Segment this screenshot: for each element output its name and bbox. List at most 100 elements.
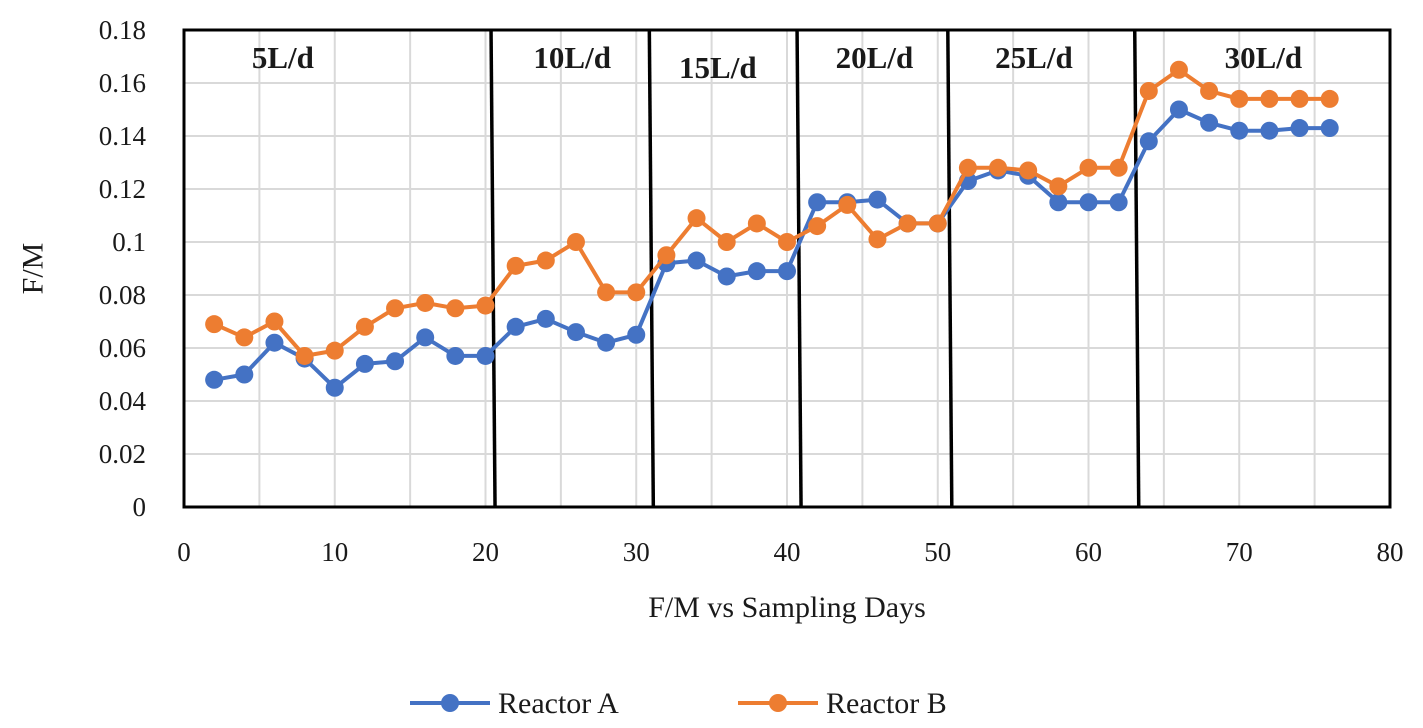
data-point bbox=[1290, 89, 1309, 108]
data-point bbox=[1109, 158, 1128, 177]
data-point bbox=[1320, 119, 1339, 138]
data-point bbox=[566, 323, 585, 342]
plot-area-border bbox=[182, 28, 1392, 509]
data-point bbox=[1320, 89, 1339, 108]
data-point bbox=[1290, 119, 1309, 138]
y-tick-label: 0.18 bbox=[99, 15, 146, 45]
data-point bbox=[1230, 89, 1249, 108]
data-point bbox=[205, 315, 224, 334]
data-point bbox=[778, 262, 796, 281]
data-point bbox=[1200, 113, 1219, 132]
data-point bbox=[717, 267, 736, 286]
data-point bbox=[235, 328, 254, 347]
x-tick-label: 70 bbox=[1226, 537, 1253, 567]
data-point bbox=[597, 283, 616, 302]
phase-divider-line bbox=[946, 29, 954, 508]
data-point bbox=[627, 325, 646, 344]
phase-label: 15L/d bbox=[679, 50, 757, 85]
data-point bbox=[1260, 121, 1279, 140]
phase-label: 10L/d bbox=[533, 40, 611, 75]
series-line bbox=[213, 67, 1330, 358]
data-point bbox=[1049, 193, 1068, 212]
data-point bbox=[446, 299, 465, 318]
data-point bbox=[416, 293, 435, 312]
data-point bbox=[898, 214, 917, 233]
y-tick-label: 0.14 bbox=[99, 121, 147, 151]
data-point bbox=[687, 251, 706, 270]
phase-divider-line bbox=[489, 29, 497, 508]
data-point bbox=[808, 217, 827, 236]
legend-swatch-marker bbox=[769, 694, 787, 712]
data-point bbox=[1079, 158, 1098, 177]
data-point bbox=[657, 246, 676, 265]
data-point bbox=[1230, 121, 1249, 140]
x-tick-label: 20 bbox=[472, 537, 499, 567]
series-reactor-b bbox=[205, 60, 1339, 365]
data-point bbox=[506, 256, 525, 275]
data-point bbox=[717, 233, 736, 251]
data-point bbox=[747, 262, 766, 281]
data-point bbox=[536, 309, 555, 328]
data-point bbox=[325, 378, 344, 397]
data-point bbox=[325, 341, 344, 360]
phase-divider-line bbox=[1132, 29, 1141, 508]
phase-label: 20L/d bbox=[836, 40, 914, 75]
phase-label: 5L/d bbox=[252, 40, 314, 75]
y-axis-ticks: 0 0.02 0.04 0.06 0.08 0.1 0.12 0.14 0.16 0.18 bbox=[99, 15, 147, 522]
y-tick-label: 0.06 bbox=[99, 333, 146, 363]
x-tick-label: 50 bbox=[924, 537, 951, 567]
data-point bbox=[778, 233, 796, 251]
data-point bbox=[747, 214, 766, 233]
data-point bbox=[295, 346, 314, 365]
data-point bbox=[1019, 161, 1038, 180]
y-tick-label: 0.02 bbox=[99, 439, 146, 469]
x-tick-label: 60 bbox=[1075, 537, 1102, 567]
data-point bbox=[808, 193, 827, 212]
data-point bbox=[1139, 132, 1158, 151]
data-point bbox=[355, 354, 374, 373]
y-tick-label: 0.04 bbox=[99, 386, 147, 416]
data-point bbox=[416, 328, 435, 347]
data-point bbox=[928, 214, 947, 233]
legend-label: Reactor B bbox=[826, 687, 947, 720]
y-tick-label: 0.12 bbox=[99, 174, 146, 204]
data-point bbox=[235, 365, 254, 384]
phase-label: 25L/d bbox=[995, 40, 1073, 75]
y-axis-title: F/M bbox=[17, 243, 50, 295]
x-tick-label: 80 bbox=[1377, 537, 1404, 567]
data-point bbox=[265, 312, 284, 331]
data-point bbox=[386, 352, 405, 371]
data-point bbox=[265, 333, 284, 352]
phase-dividers bbox=[489, 29, 1141, 508]
data-point bbox=[355, 317, 374, 336]
data-point bbox=[1139, 81, 1158, 100]
data-point bbox=[1049, 177, 1068, 196]
x-tick-label: 30 bbox=[623, 537, 650, 567]
y-tick-label: 0.1 bbox=[112, 227, 146, 257]
data-point bbox=[1079, 193, 1098, 212]
x-axis-title: F/M vs Sampling Days bbox=[648, 591, 926, 624]
y-tick-label: 0.16 bbox=[99, 68, 146, 98]
data-point bbox=[989, 158, 1008, 177]
legend-label: Reactor A bbox=[498, 687, 619, 720]
x-tick-label: 0 bbox=[177, 537, 191, 567]
data-point bbox=[1169, 100, 1188, 119]
data-point bbox=[506, 317, 525, 336]
data-point bbox=[868, 190, 887, 209]
data-point bbox=[627, 283, 646, 302]
data-point bbox=[476, 296, 495, 315]
series-group bbox=[205, 60, 1339, 397]
x-axis-ticks: 0 10 20 30 40 50 60 70 80 bbox=[177, 537, 1403, 567]
phase-divider-line bbox=[795, 29, 803, 508]
data-point bbox=[597, 333, 616, 352]
data-point bbox=[838, 195, 857, 214]
series-line bbox=[213, 107, 1330, 390]
series-reactor-a bbox=[205, 100, 1339, 397]
x-tick-label: 40 bbox=[774, 537, 801, 567]
data-point bbox=[566, 233, 585, 251]
data-point bbox=[536, 251, 555, 270]
data-point bbox=[446, 346, 465, 365]
data-point bbox=[476, 346, 495, 365]
data-point bbox=[958, 158, 977, 177]
